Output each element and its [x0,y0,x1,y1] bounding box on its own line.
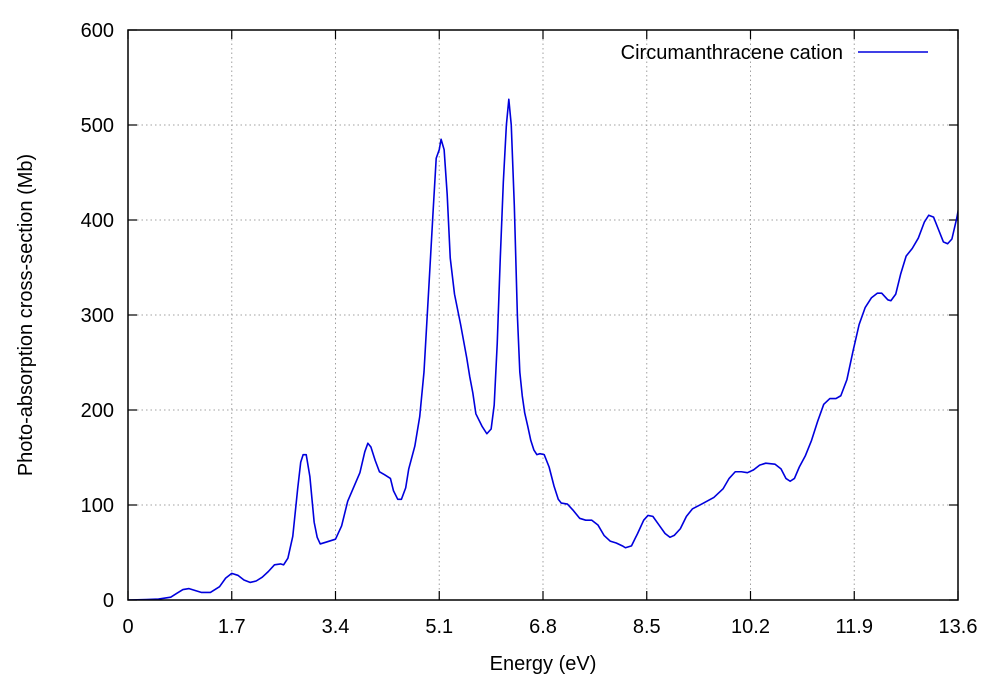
y-axis-label: Photo-absorption cross-section (Mb) [15,154,37,476]
y-tick-label: 100 [81,495,114,517]
y-tick-label: 500 [81,115,114,137]
y-tick-label: 600 [81,20,114,42]
x-tick-label: 8.5 [633,616,661,638]
legend: Circumanthracene cation [621,42,928,64]
x-axis-label: Energy (eV) [490,653,597,675]
legend-label: Circumanthracene cation [621,42,843,64]
y-tick-label: 300 [81,305,114,327]
x-tick-label: 5.1 [425,616,453,638]
y-tick-label: 400 [81,210,114,232]
series-line [128,98,958,600]
x-tick-label: 13.6 [939,616,978,638]
x-tick-label: 10.2 [731,616,770,638]
x-tick-label: 6.8 [529,616,557,638]
y-tick-label: 200 [81,400,114,422]
x-tick-label: 3.4 [322,616,350,638]
x-tick-label: 1.7 [218,616,246,638]
x-tick-label: 11.9 [836,616,873,638]
y-tick-labels: 0 100 200 300 400 500 600 [81,20,114,612]
y-tick-label: 0 [103,590,114,612]
series-layer [128,98,958,600]
x-tick-labels: 0 1.7 3.4 5.1 6.8 8.5 10.2 11.9 13.6 [122,616,977,638]
plot-frame [127,29,959,601]
grid-lines [128,30,958,600]
x-tick-label: 0 [122,616,133,638]
